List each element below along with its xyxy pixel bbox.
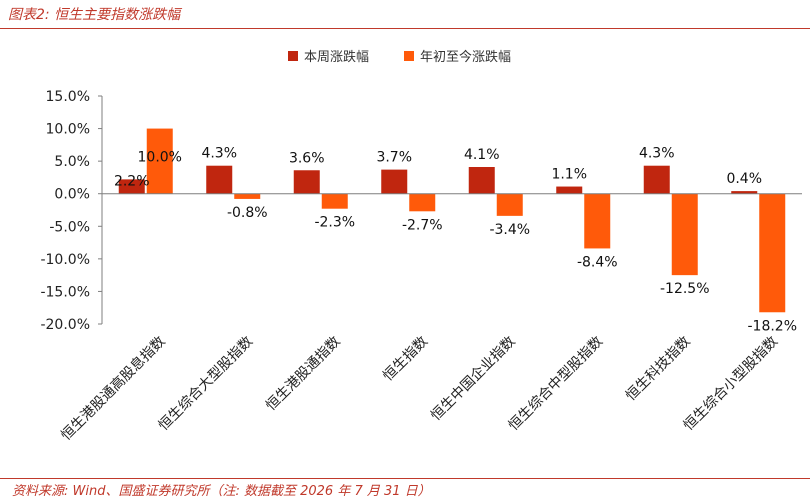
data-label-weekly: 4.3% — [639, 146, 675, 162]
data-label-ytd: -2.7% — [402, 217, 443, 233]
y-tick-label: 0.0% — [54, 187, 90, 203]
y-tick-label: 10.0% — [46, 122, 90, 138]
x-tick-label: 恒生科技指数 — [623, 334, 694, 405]
data-label-ytd: -18.2% — [747, 318, 797, 334]
y-axis: 15.0% 10.0% 5.0% 0.0% -5.0% -10.0% -15.0% -20.0… — [40, 89, 103, 333]
data-label-weekly: 3.6% — [289, 150, 325, 166]
legend-swatch-ytd — [404, 51, 414, 61]
bar-ytd — [759, 193, 786, 313]
bar-weekly — [556, 186, 583, 194]
bar-ytd — [671, 193, 698, 276]
title-divider — [0, 28, 810, 29]
bar-weekly — [468, 167, 495, 194]
bar-ytd — [234, 193, 261, 199]
bar-ytd — [584, 193, 611, 249]
x-tick-label: 恒生港股通指数 — [263, 334, 344, 415]
y-tick-label: 15.0% — [46, 89, 90, 105]
x-tick-label: 恒生中国企业指数 — [427, 333, 518, 424]
y-tick-label: -10.0% — [40, 252, 90, 268]
data-label-weekly: 3.7% — [376, 150, 412, 166]
data-label-ytd: -8.4% — [577, 254, 618, 270]
bar-chart: 本周涨跌幅 年初至今涨跌幅 15.0% 10.0% 5.0% 0.0% -5.0% -10… — [40, 49, 802, 444]
bar-ytd — [321, 193, 348, 209]
data-label-ytd: -12.5% — [660, 281, 710, 297]
data-label-weekly: 1.1% — [551, 167, 587, 183]
legend: 本周涨跌幅 年初至今涨跌幅 — [288, 49, 511, 65]
legend-label-ytd: 年初至今涨跌幅 — [420, 49, 511, 65]
bar-weekly — [293, 170, 320, 194]
bar-ytd — [409, 193, 436, 212]
bars — [118, 128, 786, 313]
data-label-weekly: 0.4% — [726, 171, 762, 187]
bar-weekly — [118, 179, 145, 194]
data-label-weekly: 4.1% — [464, 147, 500, 163]
legend-swatch-weekly — [288, 51, 298, 61]
x-tick-label: 恒生指数 — [380, 334, 431, 385]
x-tick-label: 恒生综合大型股指数 — [156, 334, 256, 434]
y-tick-label: -5.0% — [49, 219, 90, 235]
data-label-ytd: -3.4% — [489, 222, 530, 238]
bar-ytd — [146, 128, 173, 194]
data-label-weekly: 2.2% — [114, 173, 150, 189]
bar-weekly — [731, 191, 758, 194]
data-label-ytd: -0.8% — [227, 205, 268, 221]
data-label-weekly: 4.3% — [201, 146, 237, 162]
x-tick-label: 恒生综合小型股指数 — [681, 334, 781, 434]
legend-label-weekly: 本周涨跌幅 — [304, 49, 369, 65]
source-note: 资料来源: Wind、国盛证券研究所（注: 数据截至 2026 年 7 月 31… — [12, 484, 431, 499]
x-tick-label: 恒生综合中型股指数 — [506, 334, 606, 434]
y-tick-label: -15.0% — [40, 284, 90, 300]
bar-weekly — [643, 165, 670, 194]
chart-title: 图表2: 恒生主要指数涨跌幅 — [8, 7, 181, 23]
bar-ytd — [496, 193, 523, 216]
x-tick-label: 恒生港股通高股息指数 — [58, 333, 169, 444]
y-tick-label: -20.0% — [40, 317, 90, 333]
footer-divider — [0, 478, 810, 479]
bar-weekly — [206, 165, 233, 194]
bar-weekly — [381, 169, 408, 194]
data-labels: 2.2% 10.0% 4.3% -0.8% 3.6% -2.3% 3.7% -2.7% 4.1%… — [114, 146, 797, 335]
data-label-ytd: 10.0% — [138, 150, 182, 166]
y-tick-label: 5.0% — [54, 154, 90, 170]
data-label-ytd: -2.3% — [314, 215, 355, 231]
